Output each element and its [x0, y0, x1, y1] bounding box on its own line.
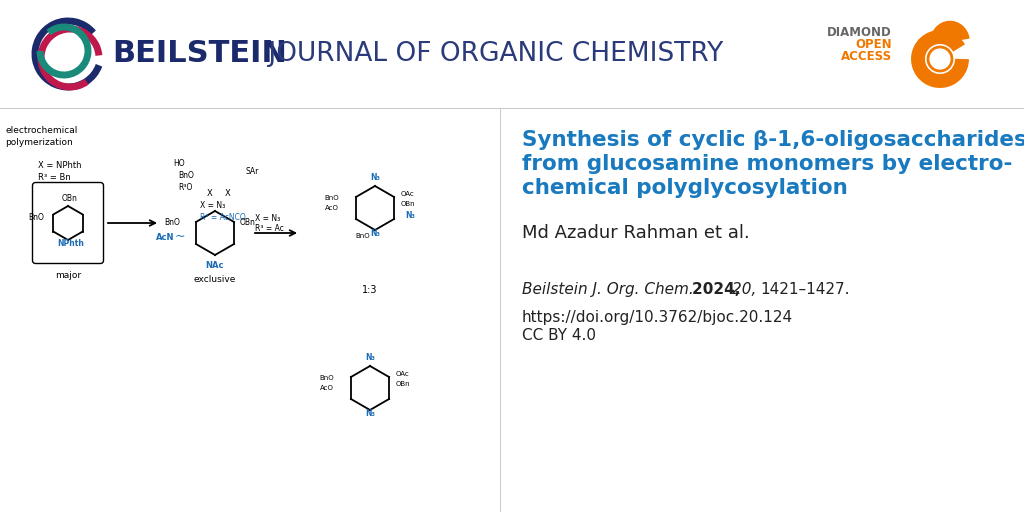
Text: AcO: AcO: [321, 385, 334, 391]
Text: R³O: R³O: [178, 183, 193, 193]
Text: BnO: BnO: [325, 195, 339, 201]
Circle shape: [928, 47, 952, 71]
Text: R³ = Ac: R³ = Ac: [255, 224, 284, 233]
Text: from glucosamine monomers by electro-: from glucosamine monomers by electro-: [522, 154, 1013, 174]
Text: Synthesis of cyclic β-1,6-oligosaccharides: Synthesis of cyclic β-1,6-oligosaccharid…: [522, 130, 1024, 150]
Text: 20,: 20,: [732, 282, 761, 297]
Text: CC BY 4.0: CC BY 4.0: [522, 328, 596, 343]
Text: SAr: SAr: [245, 166, 258, 176]
Text: N₃: N₃: [366, 353, 375, 362]
Bar: [0, 0, 1024, 108]
Text: ACCESS: ACCESS: [841, 50, 892, 62]
Text: BEILSTEIN: BEILSTEIN: [112, 39, 287, 69]
Text: X = N₃: X = N₃: [255, 214, 281, 223]
Text: Md Azadur Rahman et al.: Md Azadur Rahman et al.: [522, 224, 750, 242]
Text: R³ = AcNCO: R³ = AcNCO: [200, 213, 246, 222]
Text: OBn: OBn: [401, 201, 416, 207]
Text: X: X: [207, 189, 213, 198]
Text: BnO: BnO: [355, 233, 370, 239]
Text: AcO: AcO: [326, 205, 339, 211]
Text: 2024,: 2024,: [692, 282, 745, 297]
Text: BnO: BnO: [319, 375, 334, 381]
Text: N₃: N₃: [370, 173, 380, 182]
Text: DIAMOND: DIAMOND: [827, 26, 892, 38]
Text: X = N₃: X = N₃: [200, 201, 225, 210]
Text: N₃: N₃: [370, 229, 380, 238]
Text: OBn: OBn: [396, 381, 411, 387]
Text: NAc: NAc: [206, 261, 224, 270]
Text: OBn: OBn: [240, 218, 256, 227]
Text: https://doi.org/10.3762/bjoc.20.124: https://doi.org/10.3762/bjoc.20.124: [522, 310, 794, 325]
Text: chemical polyglycosylation: chemical polyglycosylation: [522, 178, 848, 198]
Text: BnO: BnO: [28, 214, 44, 223]
Text: N₃: N₃: [366, 409, 375, 418]
Text: OAc: OAc: [401, 191, 415, 197]
Text: AcN: AcN: [156, 233, 174, 243]
Text: BnO: BnO: [164, 218, 180, 227]
Text: OPEN: OPEN: [855, 37, 892, 51]
Text: BnO: BnO: [178, 172, 194, 181]
Text: OAc: OAc: [396, 371, 410, 377]
Text: NPhth: NPhth: [57, 239, 84, 248]
Text: electrochemical: electrochemical: [5, 126, 78, 135]
Text: OBn: OBn: [62, 194, 78, 203]
Text: major: major: [55, 270, 81, 280]
FancyBboxPatch shape: [33, 182, 103, 264]
Text: R³ = Bn: R³ = Bn: [38, 173, 71, 181]
Text: JOURNAL OF ORGANIC CHEMISTRY: JOURNAL OF ORGANIC CHEMISTRY: [260, 41, 723, 67]
Text: Beilstein J. Org. Chem.: Beilstein J. Org. Chem.: [522, 282, 698, 297]
Text: ~: ~: [175, 229, 185, 243]
Text: 1:3: 1:3: [362, 285, 378, 295]
Text: 1421–1427.: 1421–1427.: [760, 282, 850, 297]
Text: HO: HO: [173, 159, 184, 167]
Text: X = NPhth: X = NPhth: [38, 160, 82, 169]
Text: exclusive: exclusive: [194, 275, 237, 284]
Text: polymerization: polymerization: [5, 138, 73, 147]
Text: X: X: [225, 189, 230, 198]
Text: N₃: N₃: [406, 211, 415, 220]
